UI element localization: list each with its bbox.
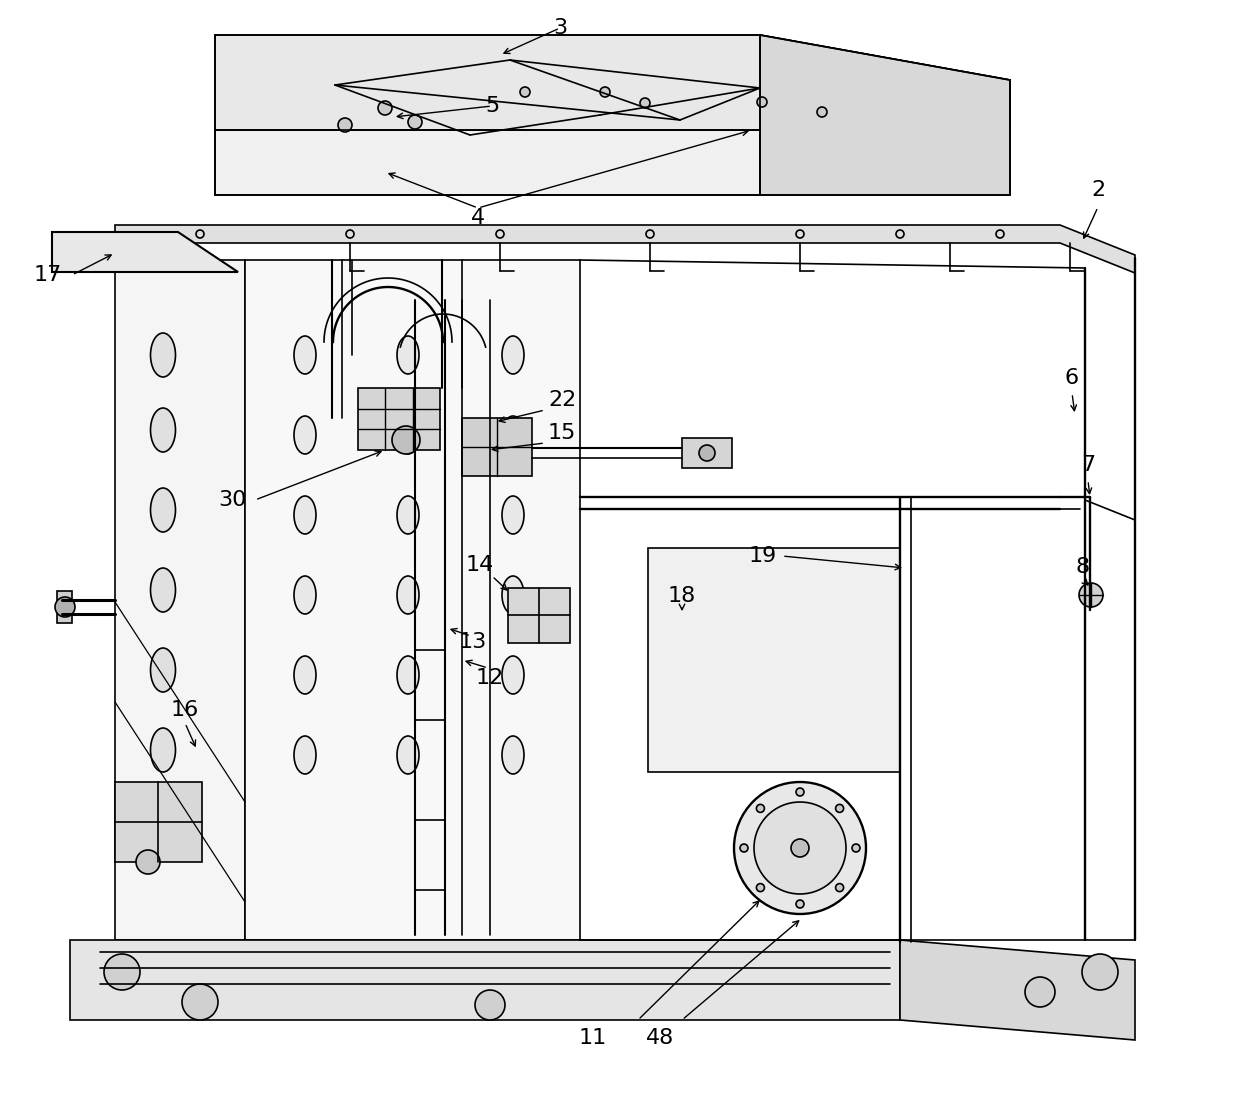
Circle shape	[392, 426, 420, 454]
Circle shape	[791, 839, 808, 857]
Circle shape	[1079, 583, 1104, 607]
Polygon shape	[115, 781, 202, 862]
Circle shape	[796, 900, 804, 908]
Text: 12: 12	[476, 668, 505, 687]
Circle shape	[55, 597, 74, 618]
Circle shape	[475, 990, 505, 1020]
Text: 2: 2	[1091, 180, 1105, 200]
Circle shape	[836, 883, 843, 892]
Circle shape	[754, 802, 846, 894]
Text: 4: 4	[471, 208, 485, 228]
Text: 17: 17	[33, 265, 62, 285]
Ellipse shape	[502, 576, 525, 614]
Ellipse shape	[150, 568, 176, 612]
Ellipse shape	[150, 648, 176, 692]
Ellipse shape	[502, 336, 525, 374]
Text: 16: 16	[171, 700, 200, 720]
Circle shape	[756, 804, 764, 812]
Polygon shape	[508, 588, 570, 643]
Text: 15: 15	[548, 423, 577, 443]
Ellipse shape	[294, 736, 316, 774]
Circle shape	[378, 101, 392, 115]
Circle shape	[852, 844, 861, 853]
Circle shape	[182, 984, 218, 1020]
Text: 8: 8	[1076, 557, 1090, 577]
Ellipse shape	[502, 496, 525, 534]
Ellipse shape	[397, 656, 419, 694]
Polygon shape	[246, 260, 580, 940]
Circle shape	[408, 115, 422, 129]
Circle shape	[699, 445, 715, 461]
Ellipse shape	[150, 408, 176, 453]
Text: 11: 11	[579, 1029, 608, 1048]
Circle shape	[104, 954, 140, 990]
Polygon shape	[115, 225, 1135, 273]
Ellipse shape	[397, 496, 419, 534]
Ellipse shape	[294, 576, 316, 614]
Polygon shape	[900, 940, 1135, 1041]
Polygon shape	[115, 260, 246, 940]
Text: 18: 18	[668, 586, 696, 606]
Ellipse shape	[294, 336, 316, 374]
Text: 48: 48	[646, 1029, 675, 1048]
Ellipse shape	[502, 416, 525, 454]
Ellipse shape	[294, 416, 316, 454]
Circle shape	[136, 850, 160, 874]
Polygon shape	[215, 130, 760, 195]
Circle shape	[817, 107, 827, 117]
Polygon shape	[358, 388, 440, 450]
Ellipse shape	[150, 487, 176, 532]
Text: 22: 22	[548, 390, 577, 410]
Ellipse shape	[397, 416, 419, 454]
Text: 30: 30	[218, 490, 247, 510]
Polygon shape	[215, 35, 1011, 130]
Circle shape	[796, 788, 804, 796]
Ellipse shape	[150, 728, 176, 772]
Ellipse shape	[502, 656, 525, 694]
Polygon shape	[682, 438, 732, 468]
Polygon shape	[760, 35, 1011, 195]
Polygon shape	[52, 232, 238, 272]
Circle shape	[676, 616, 688, 628]
Ellipse shape	[397, 736, 419, 774]
Ellipse shape	[397, 576, 419, 614]
Text: 5: 5	[485, 96, 500, 116]
Polygon shape	[649, 548, 900, 772]
Ellipse shape	[397, 336, 419, 374]
Ellipse shape	[294, 656, 316, 694]
Text: 19: 19	[749, 546, 777, 566]
Ellipse shape	[150, 333, 176, 377]
Circle shape	[734, 781, 866, 914]
Circle shape	[756, 97, 768, 107]
Circle shape	[640, 98, 650, 108]
Polygon shape	[57, 591, 72, 623]
Polygon shape	[463, 418, 532, 475]
Ellipse shape	[294, 496, 316, 534]
Circle shape	[520, 87, 529, 97]
Circle shape	[1083, 954, 1118, 990]
Text: 13: 13	[459, 632, 487, 653]
Ellipse shape	[502, 736, 525, 774]
Text: 3: 3	[553, 17, 567, 38]
Polygon shape	[69, 940, 900, 1020]
Text: 7: 7	[1081, 455, 1095, 475]
Circle shape	[740, 844, 748, 853]
Circle shape	[1025, 977, 1055, 1007]
Text: 6: 6	[1065, 368, 1079, 388]
Circle shape	[339, 118, 352, 132]
Circle shape	[600, 87, 610, 97]
Text: 14: 14	[466, 555, 494, 575]
Circle shape	[756, 883, 764, 892]
Circle shape	[836, 804, 843, 812]
